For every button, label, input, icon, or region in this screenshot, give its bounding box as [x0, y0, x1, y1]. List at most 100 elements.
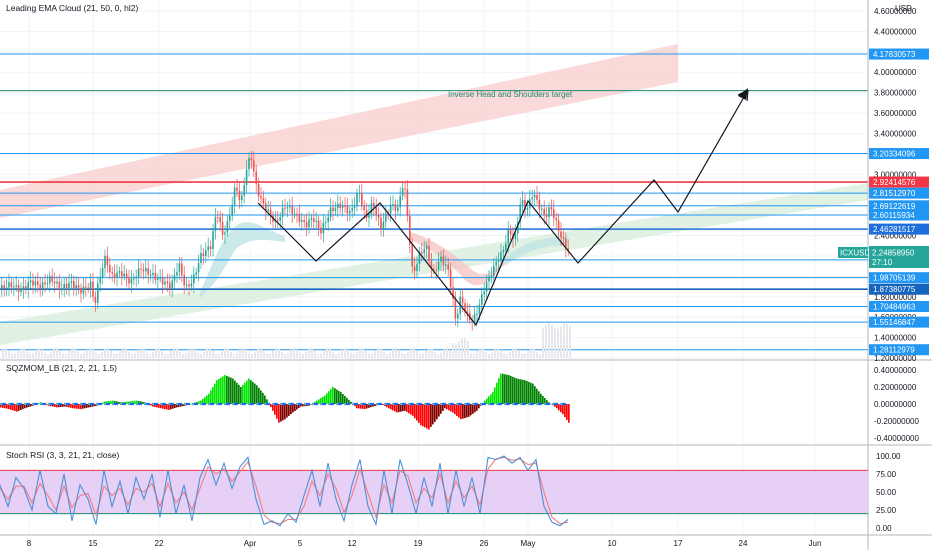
volume-bar: [17, 350, 19, 358]
candle-body: [409, 215, 411, 245]
volume-bar: [527, 350, 529, 358]
volume-bar: [341, 349, 343, 358]
sqz-tick-3: -0.20000000: [874, 417, 919, 426]
sqz-bar: [130, 401, 132, 404]
candle-body: [73, 281, 75, 288]
sqz-tick-1: 0.20000000: [874, 383, 917, 392]
sqz-bar: [556, 404, 558, 409]
sqz-bar: [52, 404, 54, 407]
volume-bar: [128, 351, 130, 358]
sqz-bar: [442, 404, 444, 412]
volume-bar: [233, 353, 235, 358]
volume-bar: [530, 348, 532, 358]
candle-body: [226, 220, 229, 233]
sqz-bar: [152, 404, 154, 407]
candle-body: [521, 200, 524, 205]
time-tick-3: Apr: [244, 539, 257, 548]
sqz-bar: [178, 404, 180, 407]
sqz-bar: [292, 404, 294, 413]
sqz-bar: [394, 404, 396, 412]
sqz-bar: [118, 401, 120, 404]
sqz-tick-4: -0.40000000: [874, 434, 919, 443]
sqz-bar: [440, 404, 442, 414]
candle-body: [377, 214, 380, 218]
sqz-bar: [514, 377, 516, 404]
sqz-bar: [282, 404, 284, 421]
candle-body: [423, 249, 425, 254]
time-tick-10: 17: [674, 539, 683, 548]
sqz-bar: [276, 404, 278, 419]
candle-body: [279, 216, 281, 221]
candle-body: [505, 243, 507, 251]
squeeze-axis[interactable]: 0.40000000 0.20000000 0.00000000 -0.2000000…: [874, 366, 919, 443]
volume-bar: [563, 323, 565, 358]
candle-body: [296, 213, 298, 215]
sqz-bar: [260, 390, 262, 404]
volume-bar: [215, 353, 217, 358]
sqz-bar: [254, 383, 256, 404]
sqz-bar: [232, 378, 234, 404]
sqz-bar: [68, 404, 70, 408]
candle-body: [10, 282, 13, 288]
sqz-bar: [532, 383, 534, 404]
volume-bar: [374, 350, 376, 358]
candle-body: [351, 207, 353, 211]
candle-body: [65, 283, 68, 288]
candle-body: [241, 195, 243, 201]
volume-bar: [338, 352, 340, 358]
sqz-bar: [326, 393, 328, 404]
candle-body: [212, 231, 214, 249]
candle-body: [404, 188, 406, 190]
time-tick-4: 5: [298, 539, 303, 548]
sqz-bar: [116, 401, 118, 404]
volume-bar: [332, 351, 334, 358]
candle-body: [365, 209, 368, 218]
sqz-bar: [418, 404, 420, 423]
volume-bar: [119, 350, 121, 358]
volume-bar: [200, 353, 202, 358]
price-tick-5: 3.60000000: [874, 109, 917, 118]
volume-bar: [230, 351, 232, 358]
volume-bar: [437, 353, 439, 358]
sqz-bar: [114, 401, 116, 404]
candle-body: [320, 227, 322, 234]
sqz-bar: [238, 384, 240, 404]
symbol-tag: [838, 247, 868, 258]
squeeze-momentum-histogram: [0, 373, 570, 430]
sqz-bar: [504, 374, 506, 404]
candle-body: [3, 285, 5, 289]
volume-bar: [272, 350, 274, 358]
volume-bar: [290, 349, 292, 358]
projection-arrow-stroke: [737, 89, 749, 102]
candle-body: [123, 273, 125, 277]
candle-body: [157, 278, 159, 280]
sqz-bar: [288, 404, 290, 416]
sqz-bar: [110, 400, 112, 404]
candle-body: [145, 268, 147, 272]
candle-body: [118, 271, 121, 273]
volume-bar: [515, 348, 517, 358]
level-tag-bg-9: [869, 272, 929, 284]
candle-body: [99, 277, 101, 284]
level-tag-10: 1.87380775: [873, 285, 916, 294]
candle-body: [34, 281, 37, 286]
candle-body: [49, 276, 51, 284]
sqz-bar: [454, 404, 456, 415]
volume-bar: [521, 353, 523, 358]
volume-bar: [392, 349, 394, 358]
sqz-bar: [460, 404, 462, 420]
sqz-bar: [76, 404, 78, 409]
sqz-bar: [332, 387, 334, 404]
sqz-bar: [566, 404, 568, 420]
volume-bar: [38, 348, 40, 358]
stoch-axis[interactable]: 100.00 75.00 50.00 25.00 0.00: [876, 452, 901, 533]
time-axis[interactable]: 8 15 22 Apr 5 12 19 26 May 10 17 24 Jun: [27, 539, 822, 548]
sqz-bar: [528, 381, 530, 404]
candle-body: [44, 282, 46, 284]
candle-body: [428, 246, 430, 262]
sqz-bar: [424, 404, 426, 428]
sqz-bar: [138, 401, 140, 404]
sqz-bar: [320, 398, 322, 404]
candle-body: [171, 280, 173, 289]
